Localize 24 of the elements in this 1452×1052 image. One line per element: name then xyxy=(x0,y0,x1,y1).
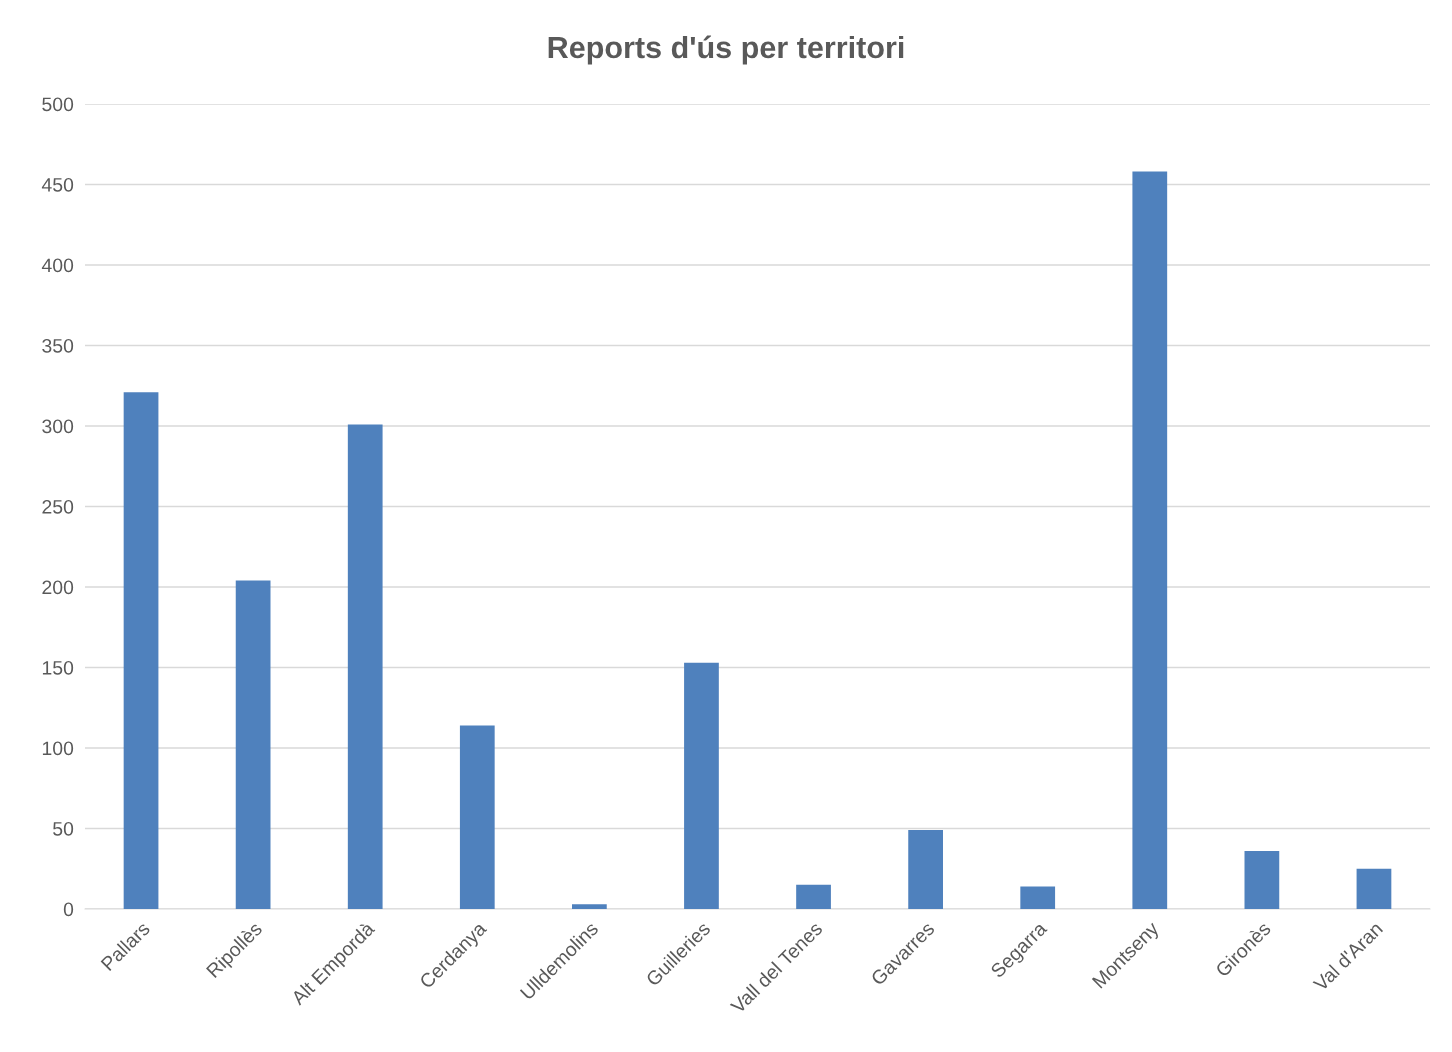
y-tick-label: 500 xyxy=(42,97,74,112)
bar xyxy=(123,392,159,909)
bar xyxy=(1132,171,1168,909)
y-tick-label: 350 xyxy=(42,338,74,353)
bar xyxy=(1356,868,1392,909)
y-tick-label: 300 xyxy=(42,419,74,434)
bar xyxy=(796,884,831,909)
y-tick-label: 0 xyxy=(63,902,74,917)
y-tick-label: 450 xyxy=(41,177,74,192)
y-tick-label: 150 xyxy=(42,660,74,675)
y-tick-label: 50 xyxy=(53,821,74,836)
bar xyxy=(908,830,943,909)
y-tick-label: 100 xyxy=(42,741,74,756)
y-tick-label: 200 xyxy=(42,580,74,595)
y-tick-label: 250 xyxy=(42,499,74,514)
bar xyxy=(1244,851,1280,909)
bar xyxy=(684,662,719,909)
bar xyxy=(347,424,383,909)
chart-title: Reports d'ús per territori xyxy=(548,35,904,65)
bar xyxy=(235,580,271,909)
bar xyxy=(1020,886,1056,909)
bar xyxy=(572,904,607,909)
y-tick-label: 400 xyxy=(41,258,74,273)
bar xyxy=(459,725,495,909)
